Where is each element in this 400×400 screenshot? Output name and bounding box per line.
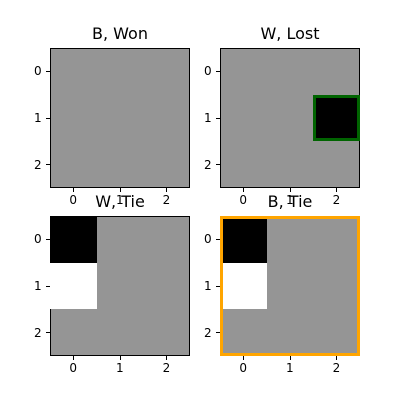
y-tick-mark (216, 70, 220, 72)
white-stone-cell (50, 262, 97, 310)
y-tick-mark (216, 332, 220, 334)
black-stone-cell (313, 94, 360, 142)
y-tick-label: 2 (204, 325, 212, 340)
x-tick-label: 2 (332, 193, 341, 207)
panel-title: B, Won (92, 24, 148, 43)
y-tick-mark (46, 238, 50, 240)
game-board (50, 48, 190, 188)
y-tick-mark (46, 285, 50, 287)
x-tick-mark (289, 356, 291, 360)
board-panel: 0 1 2 0 1 2 (204, 216, 360, 374)
x-tick-mark (72, 188, 74, 192)
x-tick-label: 1 (116, 193, 124, 207)
y-tick-label: 1 (34, 111, 42, 125)
x-tick-label: 0 (69, 193, 77, 207)
panel-title: W, Tie (95, 192, 145, 211)
y-tick-mark (216, 285, 220, 287)
y-tick-label: 1 (204, 279, 212, 293)
black-stone-cell (220, 216, 267, 263)
x-tick-label: 1 (286, 361, 294, 375)
x-tick-mark (289, 188, 291, 192)
y-tick-label: 1 (204, 111, 212, 125)
panel-title: B, Tie (267, 192, 313, 211)
x-tick-mark (119, 188, 121, 192)
y-tick-mark (46, 117, 50, 119)
x-tick-mark (72, 356, 74, 360)
y-tick-label: 0 (34, 232, 42, 247)
white-stone-cell (220, 262, 267, 310)
x-tick-label: 0 (239, 361, 247, 375)
y-tick-label: 0 (204, 64, 212, 79)
y-tick-mark (216, 117, 220, 119)
x-tick-label: 0 (239, 193, 247, 207)
y-tick-label: 2 (204, 157, 212, 172)
y-tick-mark (216, 164, 220, 166)
x-tick-mark (336, 188, 338, 192)
y-tick-mark (216, 238, 220, 240)
x-tick-label: 2 (162, 193, 171, 207)
black-stone-cell (50, 216, 97, 263)
y-tick-mark (46, 164, 50, 166)
y-tick-label: 2 (34, 325, 42, 340)
y-tick-label: 0 (204, 232, 212, 247)
y-tick-label: 2 (34, 157, 42, 172)
board-panel: 0 1 2 0 1 2 (34, 48, 190, 206)
x-tick-mark (336, 356, 338, 360)
y-tick-label: 0 (34, 64, 42, 79)
x-tick-label: 1 (286, 193, 294, 207)
board-panel: 0 1 2 0 1 2 (204, 48, 360, 206)
x-tick-label: 0 (69, 361, 77, 375)
y-tick-mark (46, 332, 50, 334)
x-tick-label: 2 (162, 361, 171, 375)
panel-title: W, Lost (260, 24, 320, 43)
x-tick-mark (166, 356, 168, 360)
y-tick-mark (46, 70, 50, 72)
board-panel: 0 1 2 0 1 2 (34, 216, 190, 374)
x-tick-mark (242, 356, 244, 360)
x-tick-label: 2 (332, 361, 341, 375)
y-tick-label: 1 (34, 279, 42, 293)
x-tick-label: 1 (116, 361, 124, 375)
x-tick-mark (119, 356, 121, 360)
x-tick-mark (166, 188, 168, 192)
x-tick-mark (242, 188, 244, 192)
